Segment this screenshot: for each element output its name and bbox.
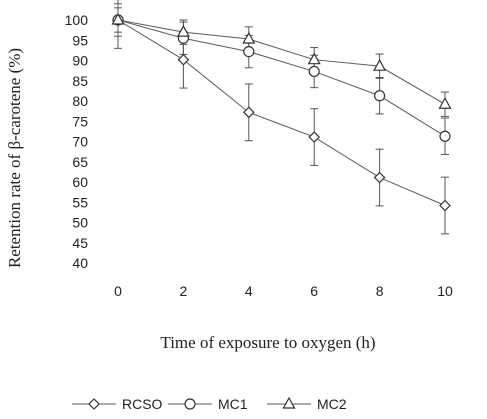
y-tick-55: 55 <box>72 194 88 210</box>
legend-item-mc1: MC1 <box>168 396 248 412</box>
series-line-mc2 <box>117 19 446 105</box>
x-tick-labels: 0 2 4 6 8 10 <box>114 283 453 299</box>
point-mc1-10 <box>439 130 451 142</box>
point-rcso-4 <box>242 106 255 119</box>
point-mc2-8 <box>373 58 387 71</box>
legend-marker-mc1 <box>184 398 196 410</box>
point-mc1-6 <box>308 65 320 78</box>
series-lines <box>117 19 446 206</box>
x-axis-title: Time of exposure to oxygen (h) <box>160 333 375 352</box>
y-tick-labels: 40 45 50 55 60 65 70 75 80 85 90 95 100 <box>65 12 89 271</box>
y-tick-40: 40 <box>72 255 88 271</box>
y-tick-90: 90 <box>72 53 88 69</box>
point-mc2-10 <box>438 96 452 109</box>
point-mc1-4 <box>243 45 255 58</box>
legend-marker-rcso <box>88 398 100 410</box>
y-tick-50: 50 <box>72 215 88 231</box>
x-tick-6: 6 <box>310 283 318 299</box>
legend: RCSO MC1 MC2 <box>72 396 347 412</box>
legend-label-mc1: MC1 <box>218 396 248 412</box>
y-tick-100: 100 <box>65 12 89 28</box>
x-tick-0: 0 <box>114 283 122 299</box>
y-tick-95: 95 <box>72 32 88 48</box>
point-mc1-8 <box>374 90 386 102</box>
point-rcso-8 <box>373 171 386 184</box>
legend-marker-mc2 <box>282 396 296 409</box>
point-mc2-0 <box>111 12 125 25</box>
legend-item-mc2: MC2 <box>267 396 347 412</box>
point-mc2-2 <box>176 24 190 37</box>
point-rcso-6 <box>308 131 321 143</box>
point-rcso-10 <box>439 199 451 212</box>
point-mc2-4 <box>242 31 256 44</box>
x-tick-2: 2 <box>180 283 188 299</box>
x-tick-4: 4 <box>245 283 253 299</box>
point-mc2-6 <box>307 52 321 65</box>
y-tick-80: 80 <box>72 93 88 109</box>
y-tick-85: 85 <box>72 73 88 89</box>
legend-label-mc2: MC2 <box>317 396 347 412</box>
y-tick-75: 75 <box>72 113 88 129</box>
y-tick-70: 70 <box>72 134 88 150</box>
point-rcso-2 <box>177 53 190 66</box>
y-tick-65: 65 <box>72 154 88 170</box>
x-tick-8: 8 <box>376 283 384 299</box>
error-bars <box>114 0 449 235</box>
series-line-mc1 <box>117 19 446 137</box>
y-axis-title: Retention rate of β-carotene (%) <box>5 48 24 268</box>
y-tick-60: 60 <box>72 174 88 190</box>
y-tick-45: 45 <box>72 235 88 251</box>
x-tick-10: 10 <box>437 283 453 299</box>
legend-label-rcso: RCSO <box>122 396 163 412</box>
series-markers <box>111 12 452 212</box>
series-line-rcso <box>117 19 446 206</box>
legend-item-rcso: RCSO <box>72 396 163 412</box>
